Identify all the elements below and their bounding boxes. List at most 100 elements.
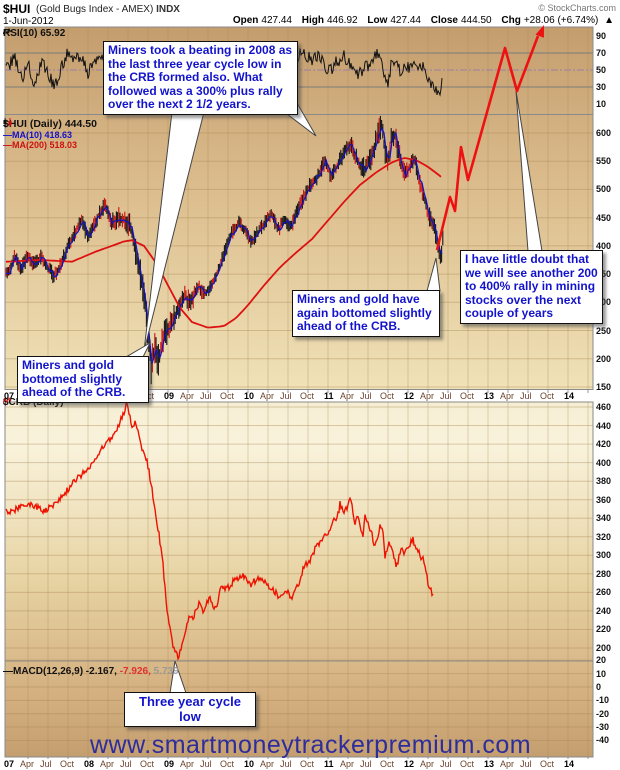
annotation-bottomed-2008: Miners and gold bottomed slightly ahead … [17,356,149,403]
price-axis-label: 550 [596,156,612,167]
price-axis-label: 400 [596,240,612,251]
crb-axis-label: 260 [596,587,612,598]
x-axis-year-label: 10 [244,759,255,769]
x-axis-year-label: 11 [324,391,334,401]
x-axis-month-label: Jul [280,391,292,401]
x-axis-month-label: Apr [20,759,35,769]
macd-axis-label: 0 [596,682,602,692]
rsi-axis-label: 30 [596,82,607,92]
macd-axis-label: -40 [596,735,610,746]
crb-axis-label: 240 [596,605,612,616]
annotation-bottomed-again: Miners and gold have again bottomed slig… [292,290,440,337]
macd-axis-label: -30 [596,722,610,733]
x-axis-month-label: Jul [280,759,292,769]
copyright: © StockCharts.com [538,3,616,13]
x-axis-month-label: Jul [520,759,532,769]
x-axis-month-label: Apr [180,759,195,769]
index-tag: INDX [156,4,180,15]
price-axis-label: 350 [596,269,612,280]
x-axis-month-label: Oct [380,759,395,769]
ohlc-row: Open 427.44 High 446.92 Low 427.44 Close 444… [226,15,614,26]
x-axis-month-label: Jul [200,759,212,769]
hui-legend: $HUI (Daily) 444.50 [3,118,97,130]
macd-axis-label: 10 [596,668,607,679]
x-axis-year-label: 13 [484,391,495,401]
x-axis-month-label: Apr [420,391,435,401]
x-axis-month-label: Apr [180,391,195,401]
price-axis-label: 600 [596,128,612,138]
crb-axis-label: 280 [596,568,612,579]
x-axis-month-label: Oct [540,391,555,401]
crb-axis-label: 220 [596,624,612,635]
x-axis-year-label: 10 [244,391,255,401]
open-value: 427.44 [261,15,292,26]
ma200-dash-icon: — [3,140,12,150]
ma10-legend: —MA(10) 418.63 [3,130,72,140]
crb-axis-label: 340 [596,513,612,524]
crb-line-icon [3,397,12,404]
macd-dash-icon: — [3,666,13,677]
x-axis-month-label: Jul [120,759,132,769]
x-axis-month-label: Apr [340,391,355,401]
rsi-line-icon [3,28,12,35]
x-axis-month-label: Jul [440,391,452,401]
x-axis-month-label: Jul [40,759,52,769]
macd-value-1: -2.167, [83,666,117,677]
macd-value-2: -7.926, [116,666,151,677]
ma200-legend-text: MA(200) 518.03 [12,140,78,150]
close-label: Close [430,15,458,26]
symbol-title: $HUI [3,2,31,16]
x-axis-year-label: 09 [164,391,175,401]
x-axis-month-label: Apr [420,759,435,769]
x-axis-month-label: Oct [140,759,155,769]
hui-legend-text: $HUI (Daily) 444.50 [3,118,97,130]
chg-label: Chg [501,15,521,26]
x-axis-month-label: Apr [260,759,275,769]
price-axis-label: 200 [596,353,612,364]
low-label: Low [367,15,388,26]
x-axis-month-label: Oct [60,759,75,769]
x-axis-month-label: Jul [440,759,452,769]
price-axis-label: 500 [596,184,612,195]
ma200-legend: —MA(200) 518.03 [3,140,77,150]
website-url[interactable]: www.smartmoneytrackerpremium.com [90,731,532,759]
symbol-description-text: (Gold Bugs Index - AMEX) [36,4,154,15]
x-axis-month-label: Oct [460,759,475,769]
x-axis-month-label: Apr [500,391,515,401]
x-axis-month-label: Jul [520,391,532,401]
x-axis-month-label: Jul [200,391,212,401]
macd-axis-label: 20 [596,655,607,666]
x-axis-year-label: 08 [84,759,95,769]
crb-axis-label: 400 [596,457,612,468]
x-axis-year-label: 14 [564,759,575,769]
x-axis-month-label: Oct [220,759,235,769]
macd-axis-label: -20 [596,708,610,719]
x-axis-month-label: Apr [340,759,355,769]
crb-axis-label: 380 [596,476,612,487]
chg-value: +28.06 (+6.74%) [523,15,599,26]
x-axis-month-label: Jul [360,391,372,401]
x-axis-year-label: 12 [404,391,415,401]
x-axis-year-label: 09 [164,759,175,769]
ma10-legend-text: MA(10) 418.63 [12,130,73,140]
crb-axis-label: 460 [596,402,612,412]
macd-legend: —MACD(12,26,9) -2.167, -7.926, 5.739 [3,666,179,677]
price-axis-label: 250 [596,325,612,336]
high-label: High [301,15,324,26]
crb-axis-label: 360 [596,494,612,505]
crb-axis-label: 200 [596,643,612,653]
price-axis-label: 450 [596,212,612,223]
rsi-axis-label: 70 [596,48,607,58]
x-axis-month-label: Oct [460,391,475,401]
x-axis-month-label: Apr [100,759,115,769]
rsi-legend-text: RSI(10) 65.92 [3,28,66,39]
x-axis-month-label: Oct [540,759,555,769]
up-arrow-icon: ▲ [604,15,614,26]
rsi-legend: RSI(10) 65.92 [3,28,65,39]
x-axis-year-label: 07 [4,759,15,769]
x-axis-month-label: Oct [380,391,395,401]
x-axis-month-label: Oct [220,391,235,401]
crb-axis-label: 420 [596,439,612,450]
